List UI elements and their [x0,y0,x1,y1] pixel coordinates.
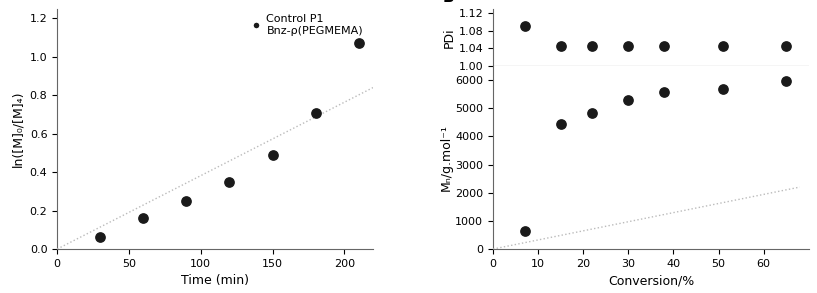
Point [266,153,279,157]
Point [779,79,792,84]
Point [180,199,193,203]
Point [586,111,599,116]
Point [223,179,236,184]
Point [622,98,635,103]
Y-axis label: ln([M]₀/[M]₄): ln([M]₀/[M]₄) [11,91,25,167]
Point [518,229,531,233]
Point [136,216,150,221]
Point [518,24,531,29]
Point [658,44,671,49]
Point [622,44,635,49]
X-axis label: Time (min): Time (min) [181,274,249,287]
X-axis label: Conversion/%: Conversion/% [608,274,694,287]
Point [658,90,671,94]
Point [779,44,792,49]
Y-axis label: Mₙ/g.mol⁻¹: Mₙ/g.mol⁻¹ [440,124,453,191]
Point [352,41,365,46]
Point [554,121,567,126]
Point [717,44,730,49]
Text: B: B [443,0,454,5]
Legend: Control P1
Bnz-ρ(PEGMEMA): Control P1 Bnz-ρ(PEGMEMA) [248,10,368,40]
Point [309,110,322,115]
Point [717,86,730,91]
Y-axis label: PDi: PDi [443,27,456,48]
Point [586,44,599,49]
Point [94,234,107,239]
Point [554,44,567,49]
